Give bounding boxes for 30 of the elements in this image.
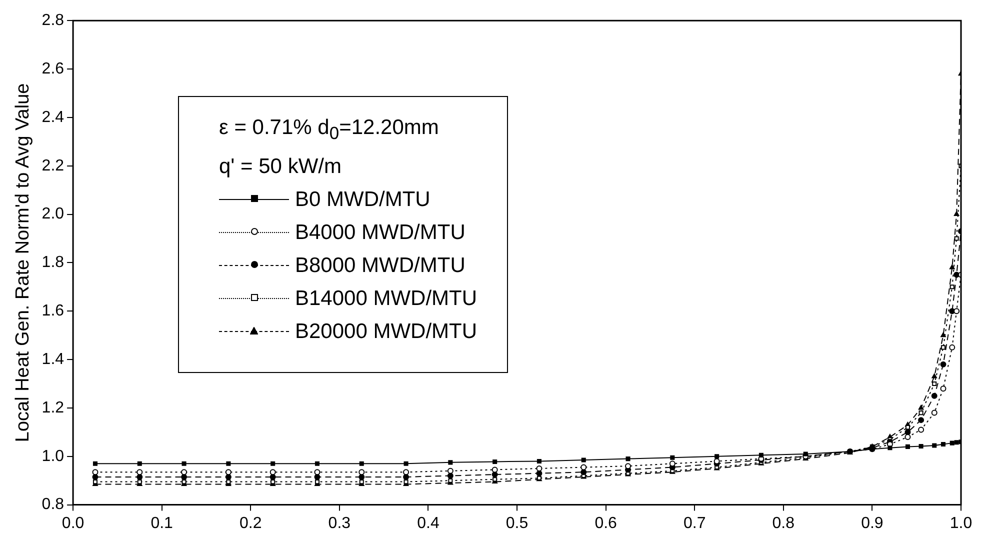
x-tick-label: 1.0 [950,514,972,532]
x-tick-label: 0.7 [683,514,706,532]
x-tick-label: 0.0 [62,514,84,532]
annotation: ε = 0.71% d$_{0}$=12.20mm [219,115,440,146]
x-tick-label: 0.2 [240,514,262,532]
y-tick-label: 1.8 [42,254,64,272]
y-tick-label: 0.8 [42,496,64,514]
x-tick-label: 0.4 [417,514,440,532]
x-tick-label: 0.1 [150,514,174,532]
legend-label: B14000 MWD/MTU [295,286,478,312]
legend-label: B4000 MWD/MTU [295,220,466,246]
y-tick-label: 2.6 [42,60,64,78]
y-tick-label: 1.4 [42,350,64,368]
x-tick-label: 0.9 [861,514,884,532]
legend-label: B0 MWD/MTU [295,187,430,214]
y-tick-label: 2.0 [42,206,64,223]
y-tick-label: 2.4 [42,108,64,126]
x-tick-label: 0.6 [594,514,618,532]
y-tick-label: 2.2 [42,157,64,174]
y-axis-title: Local Heat Gen. Rate Norm'd to Avg Value [12,83,34,442]
legend-label: B20000 MWD/MTU [295,319,478,346]
annotation: q' = 50 kW/m [219,154,342,180]
x-tick-label: 0.5 [506,514,528,532]
y-tick-label: 2.8 [42,12,64,30]
y-tick-label: 1.6 [42,302,64,320]
x-tick-label: 0.8 [772,514,795,532]
x-tick-label: 0.3 [328,514,351,532]
y-tick-label: 1.0 [42,448,64,465]
legend-label: B8000 MWD/MTU [295,253,466,280]
y-tick-label: 1.2 [42,399,64,416]
